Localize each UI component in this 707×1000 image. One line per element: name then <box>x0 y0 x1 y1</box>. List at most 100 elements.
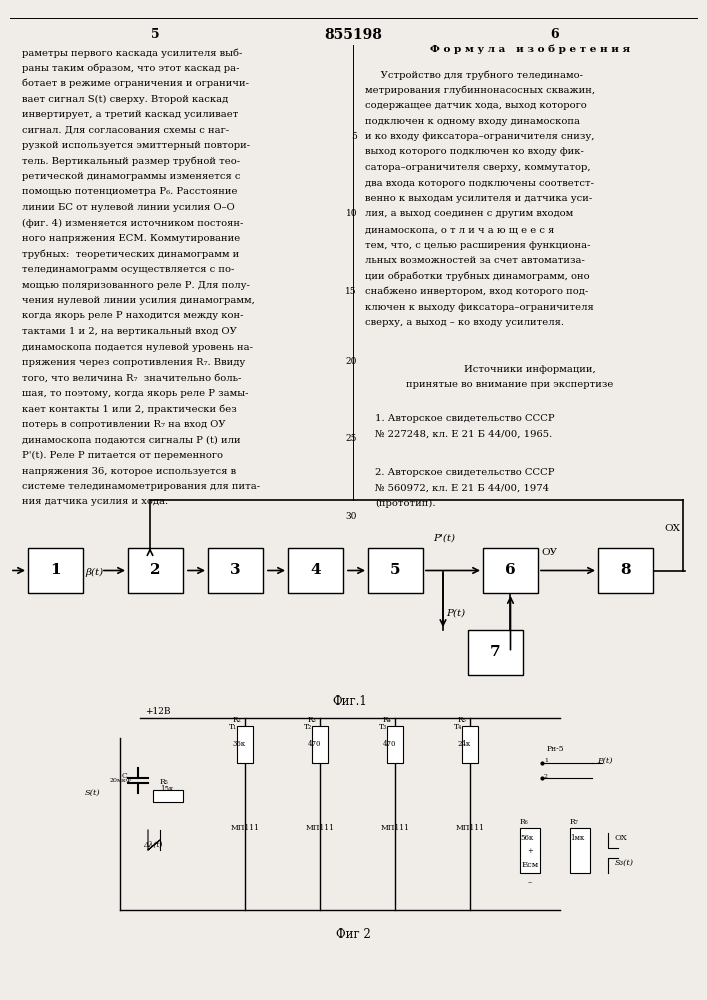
Text: динамоскопа подается нулевой уровень на-: динамоскопа подается нулевой уровень на- <box>22 342 253 352</box>
Text: два входа которого подключены соответст-: два входа которого подключены соответст- <box>365 178 594 188</box>
Text: R₅: R₅ <box>160 778 169 786</box>
Bar <box>462 726 478 763</box>
Text: β(t): β(t) <box>85 568 103 577</box>
Text: 1мк: 1мк <box>570 834 585 842</box>
Bar <box>28 548 83 593</box>
Text: 5: 5 <box>390 564 401 578</box>
Text: принятые во внимание при экспертизе: принятые во внимание при экспертизе <box>407 380 614 389</box>
Text: МП111: МП111 <box>380 824 409 832</box>
Text: трубных:  теоретических динамограмм и: трубных: теоретических динамограмм и <box>22 249 239 259</box>
Text: тактами 1 и 2, на вертикальный вход ОУ: тактами 1 и 2, на вертикальный вход ОУ <box>22 327 237 336</box>
Text: тем, что, с целью расширения функциона-: тем, что, с целью расширения функциона- <box>365 240 590 249</box>
Text: подключен к одному входу динамоскопа: подключен к одному входу динамоскопа <box>365 116 580 125</box>
Bar <box>368 548 423 593</box>
Bar <box>387 726 403 763</box>
Text: раны таким образом, что этот каскад ра-: раны таким образом, что этот каскад ра- <box>22 64 240 73</box>
Text: 5: 5 <box>151 28 159 41</box>
Text: № 227248, кл. Е 21 Б 44/00, 1965.: № 227248, кл. Е 21 Б 44/00, 1965. <box>375 430 552 439</box>
Text: помощью потенциометра P₆. Расстояние: помощью потенциометра P₆. Расстояние <box>22 188 238 196</box>
Text: сигнал. Для согласования схемы с наг-: сигнал. Для согласования схемы с наг- <box>22 125 229 134</box>
Text: T₃: T₃ <box>379 723 387 731</box>
Text: 470: 470 <box>383 740 397 748</box>
Text: лия, а выход соединен с другим входом: лия, а выход соединен с другим входом <box>365 210 573 219</box>
Bar <box>570 828 590 873</box>
Text: 15к: 15к <box>160 785 173 793</box>
Text: чения нулевой линии усилия динамограмм,: чения нулевой линии усилия динамограмм, <box>22 296 255 305</box>
Bar <box>237 726 253 763</box>
Text: динамоскопа подаются сигналы Р (t) или: динамоскопа подаются сигналы Р (t) или <box>22 436 240 444</box>
Text: 7: 7 <box>490 646 501 660</box>
Text: динамоскопа, о т л и ч а ю щ е е с я: динамоскопа, о т л и ч а ю щ е е с я <box>365 225 554 234</box>
Text: 10: 10 <box>346 210 357 219</box>
Text: 30: 30 <box>346 512 357 521</box>
Text: 4: 4 <box>310 564 321 578</box>
Text: 3: 3 <box>230 564 241 578</box>
Text: 6: 6 <box>506 564 516 578</box>
Bar <box>520 828 540 873</box>
Text: ОХ: ОХ <box>615 834 628 842</box>
Text: телединамограмм осуществляется с по-: телединамограмм осуществляется с по- <box>22 265 235 274</box>
Text: ретической динамограммы изменяется с: ретической динамограммы изменяется с <box>22 172 240 181</box>
Text: Устройство для трубного телединамо-: Устройство для трубного телединамо- <box>365 70 583 80</box>
Text: 6: 6 <box>551 28 559 41</box>
Text: 2. Авторское свидетельство СССР: 2. Авторское свидетельство СССР <box>375 468 554 477</box>
Text: ния датчика усилия и хода.: ния датчика усилия и хода. <box>22 497 168 506</box>
Text: ботает в режиме ограничения и ограничи-: ботает в режиме ограничения и ограничи- <box>22 79 249 89</box>
Text: 470: 470 <box>308 740 322 748</box>
Text: рузкой используется эмиттерный повтори-: рузкой используется эмиттерный повтори- <box>22 141 250 150</box>
Text: тель. Вертикальный размер трубной тео-: тель. Вертикальный размер трубной тео- <box>22 156 240 166</box>
Text: когда якорь реле Р находится между кон-: когда якорь реле Р находится между кон- <box>22 312 243 320</box>
Text: кает контакты 1 или 2, практически без: кает контакты 1 или 2, практически без <box>22 404 237 414</box>
Text: 5: 5 <box>351 132 357 141</box>
Text: ключен к выходу фиксатора–ограничителя: ключен к выходу фиксатора–ограничителя <box>365 302 594 312</box>
Text: метрирования глубиннонасосных скважин,: метрирования глубиннонасосных скважин, <box>365 86 595 95</box>
Bar <box>483 548 538 593</box>
Text: Ф о р м у л а   и з о б р е т е н и я: Ф о р м у л а и з о б р е т е н и я <box>430 45 630 54</box>
Text: МП111: МП111 <box>305 824 334 832</box>
Text: сатора–ограничителя сверху, коммутатор,: сатора–ограничителя сверху, коммутатор, <box>365 163 590 172</box>
Text: Источники информации,: Источники информации, <box>464 364 596 373</box>
Text: № 560972, кл. Е 21 Б 44/00, 1974: № 560972, кл. Е 21 Б 44/00, 1974 <box>375 484 549 493</box>
Text: 20мкФ: 20мкФ <box>110 778 132 784</box>
Text: МП111: МП111 <box>455 824 484 832</box>
Bar <box>128 548 183 593</box>
Text: ОУ: ОУ <box>541 548 557 557</box>
Bar <box>468 630 523 675</box>
Text: R₇: R₇ <box>570 818 579 826</box>
Text: R₅: R₅ <box>458 716 467 724</box>
Text: вает сигнал S(t) сверху. Второй каскад: вает сигнал S(t) сверху. Второй каскад <box>22 95 228 104</box>
Bar <box>312 726 328 763</box>
Text: T₁: T₁ <box>229 723 237 731</box>
Text: +: + <box>527 847 533 855</box>
Text: 20: 20 <box>346 357 357 366</box>
Text: R₄: R₄ <box>383 716 392 724</box>
Text: 24к: 24к <box>458 740 472 748</box>
Text: R₂: R₂ <box>233 716 242 724</box>
Text: пряжения через сопротивления R₇. Ввиду: пряжения через сопротивления R₇. Ввиду <box>22 358 245 367</box>
Text: сверху, а выход – ко входу усилителя.: сверху, а выход – ко входу усилителя. <box>365 318 564 327</box>
Text: Фиг 2: Фиг 2 <box>336 928 370 941</box>
Text: шая, то поэтому, когда якорь реле Р замы-: шая, то поэтому, когда якорь реле Р замы… <box>22 389 248 398</box>
Text: C: C <box>122 772 128 780</box>
Text: того, что величина R₇  значительно боль-: того, что величина R₇ значительно боль- <box>22 373 241 382</box>
Text: потерь в сопротивлении R₇ на вход ОУ: потерь в сопротивлении R₇ на вход ОУ <box>22 420 226 429</box>
Text: R₆: R₆ <box>520 818 529 826</box>
Bar <box>598 548 653 593</box>
Text: –: – <box>528 878 532 886</box>
Text: мощью поляризованного реле Р. Для полу-: мощью поляризованного реле Р. Для полу- <box>22 280 250 290</box>
Text: МП111: МП111 <box>230 824 259 832</box>
Text: Eсм: Eсм <box>521 861 539 869</box>
Text: 56к: 56к <box>520 834 533 842</box>
Text: 855198: 855198 <box>324 28 382 42</box>
Text: 8: 8 <box>620 564 631 578</box>
Text: ОХ: ОХ <box>664 524 680 533</box>
Text: S(t): S(t) <box>85 789 100 797</box>
Text: P'(t): P'(t) <box>433 534 455 543</box>
Text: +12В: +12В <box>145 707 170 716</box>
Text: Рн-5: Рн-5 <box>547 745 565 753</box>
Text: снабжено инвертором, вход которого под-: снабжено инвертором, вход которого под- <box>365 287 588 296</box>
Text: 2: 2 <box>544 774 548 778</box>
Bar <box>288 548 343 593</box>
Text: 1: 1 <box>544 758 548 764</box>
Text: 15: 15 <box>346 287 357 296</box>
